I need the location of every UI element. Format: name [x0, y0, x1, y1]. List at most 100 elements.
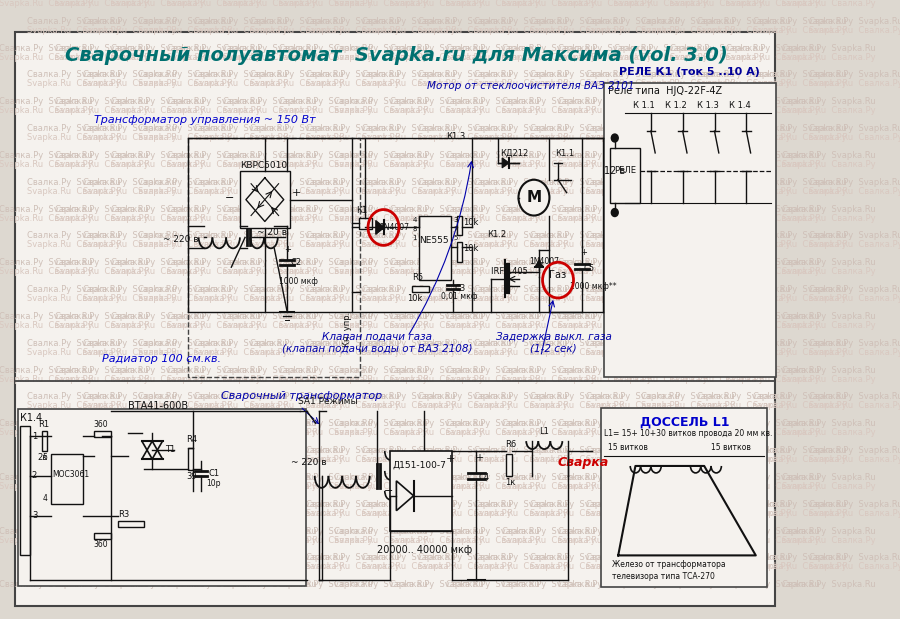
- Text: Свалка.Ру  Svapka.Ru: Свалка.Ру Svapka.Ru: [83, 17, 176, 26]
- Text: Svapka.Ru  Свалка.Ру: Svapka.Ru Свалка.Ру: [0, 106, 93, 115]
- Text: Svapka.Ru  Свалка.Ру: Svapka.Ru Свалка.Ру: [391, 535, 484, 545]
- Text: Свалка.Ру  Svapka.Ru: Свалка.Ру Svapka.Ru: [27, 232, 121, 240]
- Text: Свалка.Ру  Svapka.Ru: Свалка.Ру Svapka.Ru: [558, 205, 652, 214]
- Text: Свалка.Ру  Svapka.Ru: Свалка.Ру Svapka.Ru: [27, 446, 121, 455]
- Text: Svapka.Ru  Свалка.Ру: Svapka.Ru Свалка.Ру: [139, 26, 232, 35]
- Text: Svapka.Ru  Свалка.Ру: Svapka.Ru Свалка.Ру: [642, 294, 735, 303]
- Text: ~ 220 в: ~ 220 в: [163, 235, 198, 244]
- Text: Svapka.Ru  Свалка.Ру: Svapka.Ru Свалка.Ру: [586, 26, 680, 35]
- Text: Svapka.Ru  Свалка.Ру: Svapka.Ru Свалка.Ру: [698, 348, 791, 357]
- Text: Свалка.Ру  Svapka.Ru: Свалка.Ру Svapka.Ru: [725, 473, 819, 482]
- Text: Svapka.Ru  Свалка.Ру: Svapka.Ru Свалка.Ру: [111, 482, 204, 491]
- Bar: [50, 454, 84, 504]
- Text: Svapka.Ru  Свалка.Ру: Svapka.Ru Свалка.Ру: [27, 26, 121, 35]
- Text: Свалка.Ру  Svapka.Ru: Свалка.Ру Svapka.Ru: [111, 580, 204, 589]
- Text: Свалка.Ру  Svapka.Ru: Свалка.Ру Svapka.Ru: [698, 553, 791, 563]
- Text: Свалка.Ру  Svapka.Ru: Свалка.Ру Svapka.Ru: [166, 205, 260, 214]
- Text: ~ 20 в: ~ 20 в: [257, 228, 287, 237]
- Text: Свалка.Ру  Svapka.Ru: Свалка.Ру Svapka.Ru: [781, 312, 875, 321]
- Bar: [418, 215, 452, 280]
- Text: Свалка.Ру  Svapka.Ru: Свалка.Ру Svapka.Ru: [809, 285, 900, 294]
- Text: Свалка.Ру  Svapka.Ru: Свалка.Ру Svapka.Ru: [391, 366, 484, 374]
- Text: Свалка.Ру  Svapka.Ru: Свалка.Ру Svapka.Ru: [502, 366, 596, 374]
- Text: Свалка.Ру  Svapka.Ru: Свалка.Ру Svapka.Ru: [335, 366, 428, 374]
- Text: 7: 7: [453, 227, 457, 233]
- Text: Svapka.Ru  Свалка.Ру: Svapka.Ru Свалка.Ру: [27, 509, 121, 517]
- Text: Свалка.Ру  Svapka.Ru: Свалка.Ру Svapka.Ru: [558, 97, 652, 106]
- Text: 0,01 мкф: 0,01 мкф: [441, 292, 478, 301]
- Bar: [94, 532, 111, 539]
- Text: Svapka.Ru  Свалка.Ру: Svapka.Ru Свалка.Ру: [642, 401, 735, 410]
- Text: Свалка.Ру  Svapka.Ru: Свалка.Ру Svapka.Ru: [418, 446, 511, 455]
- Text: Свалка.Ру  Svapka.Ru: Свалка.Ру Svapka.Ru: [111, 97, 204, 106]
- Text: Свалка.Ру  Svapka.Ru: Свалка.Ру Svapka.Ru: [111, 151, 204, 160]
- Text: Свалка.Ру  Svapka.Ru: Свалка.Ру Svapka.Ru: [83, 339, 176, 348]
- Text: Свалка.Ру  Svapka.Ru: Свалка.Ру Svapka.Ru: [335, 473, 428, 482]
- Text: Свалка.Ру  Svapka.Ru: Свалка.Ру Svapka.Ru: [446, 419, 540, 428]
- Text: Svapka.Ru  Свалка.Ру: Svapka.Ru Свалка.Ру: [166, 374, 260, 384]
- Text: Свалка.Ру  Svapka.Ru: Свалка.Ру Svapka.Ru: [194, 446, 288, 455]
- Text: Svapka.Ru  Свалка.Ру: Svapka.Ru Свалка.Ру: [642, 79, 735, 89]
- Text: Svapka.Ru  Свалка.Ру: Svapka.Ru Свалка.Ру: [250, 455, 344, 464]
- Text: Свалка.Ру  Svapka.Ru: Свалка.Ру Svapka.Ru: [0, 419, 93, 428]
- Text: Svapka.Ru  Свалка.Ру: Svapka.Ru Свалка.Ру: [670, 482, 763, 491]
- Text: Свалка.Ру  Svapka.Ru: Свалка.Ру Svapka.Ru: [55, 312, 148, 321]
- Text: Svapka.Ru  Свалка.Ру: Svapka.Ru Свалка.Ру: [725, 535, 819, 545]
- Text: Svapka.Ru  Свалка.Ру: Svapka.Ru Свалка.Ру: [391, 321, 484, 330]
- Text: Свалка.Ру  Svapka.Ru: Свалка.Ру Svapka.Ru: [279, 43, 373, 53]
- Text: Свалка.Ру  Svapka.Ru: Свалка.Ру Svapka.Ru: [614, 151, 707, 160]
- Text: Свалка.Ру  Svapka.Ru: Свалка.Ру Svapka.Ru: [446, 97, 540, 106]
- Text: Свалка.Ру  Svapka.Ru: Свалка.Ру Svapka.Ru: [250, 17, 344, 26]
- Text: Свалка.Ру  Svapka.Ru: Свалка.Ру Svapka.Ru: [418, 232, 511, 240]
- Text: Свалка.Ру  Svapka.Ru: Свалка.Ру Svapka.Ru: [698, 71, 791, 79]
- Text: Svapka.Ru  Свалка.Ру: Svapka.Ru Свалка.Ру: [530, 401, 624, 410]
- Text: Свалка.Ру  Svapka.Ru: Свалка.Ру Svapka.Ru: [391, 312, 484, 321]
- Text: Свалка.Ру  Svapka.Ru: Свалка.Ру Svapka.Ru: [55, 473, 148, 482]
- Text: Свалка.Ру  Svapka.Ru: Свалка.Ру Svapka.Ru: [306, 392, 400, 401]
- Text: Свалка.Ру  Svapka.Ru: Свалка.Ру Svapka.Ru: [362, 285, 455, 294]
- Text: Трансформатор управления ~ 150 Вт: Трансформатор управления ~ 150 Вт: [94, 115, 315, 125]
- Text: Свалка.Ру  Svapka.Ru: Свалка.Ру Svapka.Ru: [530, 500, 624, 509]
- Text: Svapka.Ru  Свалка.Ру: Svapka.Ru Свалка.Ру: [362, 187, 455, 196]
- Text: Свалка.Ру  Svapka.Ru: Свалка.Ру Svapka.Ru: [642, 339, 735, 348]
- Text: Svapka.Ru  Свалка.Ру: Svapka.Ru Свалка.Ру: [614, 321, 707, 330]
- Text: Svapka.Ru  Свалка.Ру: Svapka.Ru Свалка.Ру: [614, 482, 707, 491]
- Text: Svapka.Ru  Свалка.Ру: Svapka.Ru Свалка.Ру: [725, 53, 819, 61]
- Text: SA1 Режимы: SA1 Режимы: [299, 397, 358, 406]
- Text: Свалка.Ру  Svapka.Ru: Свалка.Ру Svapka.Ru: [55, 419, 148, 428]
- Text: Свалка.Ру  Svapka.Ru: Свалка.Ру Svapka.Ru: [725, 97, 819, 106]
- Text: Svapka.Ru  Свалка.Ру: Svapka.Ru Свалка.Ру: [502, 160, 596, 169]
- Text: Svapka.Ru  Свалка.Ру: Svapka.Ru Свалка.Ру: [446, 53, 540, 61]
- Text: Svapka.Ru  Свалка.Ру: Svapka.Ru Свалка.Ру: [194, 79, 288, 89]
- Text: Svapka.Ru  Свалка.Ру: Svapka.Ru Свалка.Ру: [222, 106, 316, 115]
- Text: Svapka.Ru  Свалка.Ру: Svapka.Ru Свалка.Ру: [83, 133, 176, 142]
- Text: Свалка.Ру  Svapka.Ru: Свалка.Ру Svapka.Ru: [446, 580, 540, 589]
- Text: Свалка.Ру  Svapka.Ru: Свалка.Ру Svapka.Ru: [781, 419, 875, 428]
- Text: Свалка.Ру  Svapka.Ru: Свалка.Ру Svapka.Ru: [418, 17, 511, 26]
- Text: Svapka.Ru  Свалка.Ру: Svapka.Ru Свалка.Ру: [753, 562, 847, 571]
- Text: Svapka.Ru  Свалка.Ру: Svapka.Ru Свалка.Ру: [809, 401, 900, 410]
- Text: Svapka.Ru  Свалка.Ру: Svapka.Ru Свалка.Ру: [166, 321, 260, 330]
- Text: Svapka.Ru  Свалка.Ру: Svapka.Ru Свалка.Ру: [473, 240, 567, 249]
- Text: Svapka.Ru  Свалка.Ру: Svapka.Ru Свалка.Ру: [111, 535, 204, 545]
- Text: Свалка.Ру  Svapka.Ru: Свалка.Ру Svapka.Ru: [55, 366, 148, 374]
- Text: Свалка.Ру  Svapka.Ru: Свалка.Ру Svapka.Ru: [530, 392, 624, 401]
- Text: Свалка.Ру  Svapka.Ru: Свалка.Ру Svapka.Ru: [0, 366, 93, 374]
- Text: Svapka.Ru  Свалка.Ру: Svapka.Ru Свалка.Ру: [306, 455, 400, 464]
- Text: Svapka.Ru  Свалка.Ру: Svapka.Ru Свалка.Ру: [335, 214, 428, 223]
- Bar: [118, 521, 144, 527]
- Text: Svapka.Ru  Свалка.Ру: Svapka.Ru Свалка.Ру: [698, 294, 791, 303]
- Text: Svapka.Ru  Свалка.Ру: Svapka.Ru Свалка.Ру: [670, 160, 763, 169]
- Text: Svapka.Ru  Свалка.Ру: Svapka.Ru Свалка.Ру: [335, 106, 428, 115]
- Text: Svapka.Ru  Свалка.Ру: Svapka.Ru Свалка.Ру: [781, 267, 875, 276]
- Text: Svapka.Ru  Свалка.Ру: Svapka.Ru Свалка.Ру: [473, 79, 567, 89]
- Text: Свалка.Ру  Svapka.Ru: Свалка.Ру Svapka.Ru: [306, 446, 400, 455]
- Text: Svapka.Ru  Свалка.Ру: Svapka.Ru Свалка.Ру: [614, 160, 707, 169]
- Bar: [456, 215, 462, 235]
- Text: Свалка.Ру  Svapka.Ru: Свалка.Ру Svapka.Ru: [0, 43, 93, 53]
- Text: Svapka.Ru  Свалка.Ру: Svapka.Ru Свалка.Ру: [83, 455, 176, 464]
- Text: Svapka.Ru  Свалка.Ру: Svapka.Ru Свалка.Ру: [335, 482, 428, 491]
- Text: 10k: 10k: [407, 294, 422, 303]
- Text: Свалка.Ру  Svapka.Ru: Свалка.Ру Svapka.Ru: [194, 392, 288, 401]
- Text: Svapka.Ru  Свалка.Ру: Svapka.Ru Свалка.Ру: [306, 401, 400, 410]
